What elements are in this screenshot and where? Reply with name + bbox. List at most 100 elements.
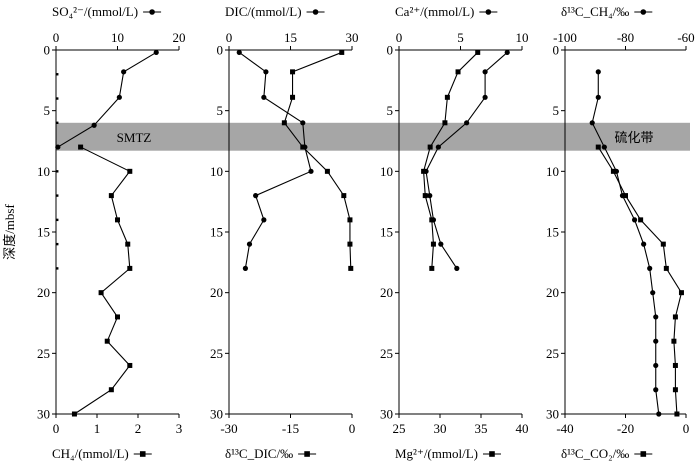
panel-1-series-2-point [127,168,133,174]
panel-3-series-2-point [475,49,481,55]
panel-3-bottom-tick-label: 40 [516,421,529,436]
panel-2-series-2-point [341,193,347,199]
panel-2-bottom-legend-marker [304,451,310,457]
panel-1-series-1-point [116,94,122,100]
panel-3-series-1-point [464,120,470,126]
panel-4-depth-tick-label: 20 [546,285,559,300]
panel-2-depth-tick-label: 5 [217,103,224,118]
panel-1-top-legend-marker [149,9,155,15]
panel-4-series-1-point [595,69,601,75]
panel-4-depth-tick-label: 25 [546,346,559,361]
panel-4-top-tick-label: -60 [677,30,694,45]
panel-3-series-2-point [429,217,435,223]
panel-1-series-1-point [121,69,127,75]
panel-1-depth-tick-label: 0 [44,43,51,58]
panel-2-top-tick-label: 15 [284,30,297,45]
panel-4-series-2-point [671,338,677,344]
panel-4-bottom-legend-marker [640,451,647,457]
panel-1-bottom-tick-label: 2 [135,421,142,436]
panel-1-depth-tick-label: 20 [37,285,50,300]
panel-4-series-2-point [660,241,666,247]
panel-2-series-2-point [324,168,330,174]
panel-4-series-2-point [595,144,601,150]
panel-2-bottom-tick-label: -15 [282,421,299,436]
panel-3-bottom-axis-title: Mg²⁺/(mmol/L) [395,446,478,461]
panel-4-top-tick-label: -100 [553,30,577,45]
panel-2-series-1-point [261,217,267,223]
panel-3-series-2-point [430,241,436,247]
panel-4-series-2-point [638,217,644,223]
panel-2-series-2-line [283,51,352,269]
panel-3-depth-tick-label: 0 [387,43,394,58]
panel-4-series-1-point [650,290,656,296]
panel-3-bottom-tick-label: 30 [434,421,447,436]
smtz-band-layer [56,122,690,151]
panel-1-top-axis-title: SO₄²⁻/(mmol/L) [52,4,138,19]
panel-2-series-2-point [281,120,287,126]
panel-3-depth-tick-label: 20 [380,285,393,300]
panel-3-depth-tick-label: 10 [380,164,393,179]
panel-2-series-1-point [242,265,248,271]
panel-2-series-2-point [348,265,354,271]
panel-1-depth-tick-label: 5 [44,103,51,118]
panel-4-bottom-tick-label: 0 [683,421,690,436]
panel-2-series-1-point [253,193,259,199]
panel-4-series-1-point [595,94,601,100]
panel-4-series-1-point [631,217,638,223]
panel-1-series-3-point [56,145,59,149]
series-layer [55,49,684,417]
panel-4-series-1-point [647,265,653,271]
panel-3-series-1-point [482,69,488,75]
panel-3-series-1-line [425,52,508,269]
panel-2-series-2-point [347,241,353,247]
panel-1-depth-tick-label: 10 [37,164,50,179]
panel-1-series-2-line [74,146,131,415]
panel-3-bottom-tick-label: 25 [393,421,406,436]
panel-2-series-2-point [347,217,353,223]
panel-4-series-2-point [672,362,678,368]
panel-1-top-tick-label: 0 [53,30,60,45]
panel-4-series-1-point [653,338,659,344]
panel-3-bottom-legend-marker [489,451,495,457]
panel-1-series-3-point [56,73,59,76]
panel-1-depth-tick-label: 25 [37,346,50,361]
panel-4-bottom-tick-label: -40 [556,421,573,436]
panel-3-series-2-line [423,52,479,269]
panel-2-depth-tick-label: 10 [210,164,223,179]
panel-1-depth-tick-label: 30 [37,407,50,422]
panel-1-series-2-point [115,217,120,223]
panel-1-bottom-axis-title: CH₄/(mmol/L) [52,446,129,461]
panel-1-series-2-point [127,265,133,271]
panel-4-bottom-axis-title: δ¹³C_CO₂/‰ [561,446,629,461]
panel-1-series-2-point [78,144,84,150]
panel-3-series-2-point [455,69,461,75]
panel-4-series-2-point [623,193,628,199]
panel-2-depth-tick-label: 30 [210,407,223,422]
panel-4-series-1-point [653,362,659,369]
panel-1-series-3-point [56,121,59,124]
panel-2-bottom-axis-title: δ¹³C_DIC/‰ [225,446,293,461]
panel-4-depth-tick-label: 30 [546,407,559,422]
y-axis-title: 深度/mbsf [2,204,17,260]
panel-1-bottom-tick-label: 0 [53,421,60,436]
panel-4-series-1-point [601,144,607,150]
panel-1-series-1-point [153,49,159,56]
axes-layer [52,9,687,457]
panel-1-series-2-point [115,314,120,320]
panel-3-series-2-point [427,144,433,150]
panel-1-series-2-point [127,362,133,368]
panel-3-series-1-point [435,144,441,150]
panel-3-depth-tick-label: 5 [387,103,394,118]
panel-1-series-1-point [91,122,97,128]
panel-1-series-3-point [56,242,59,246]
panel-2-top-tick-label: 0 [226,30,233,45]
panel-1-series-3-point [56,194,59,197]
panel-4-top-axis-title: δ¹³C_CH₄/‰ [561,4,629,19]
panel-1-bottom-legend-marker [139,451,146,457]
panel-2-top-legend-marker [312,9,319,15]
panel-1-series-2-point [98,290,104,296]
panel-2-series-2-point [339,49,345,55]
smtz-band [56,122,690,151]
band-label-smtz: SMTZ [117,130,152,145]
panel-2-top-axis-title: DIC/(mmol/L) [225,4,302,19]
